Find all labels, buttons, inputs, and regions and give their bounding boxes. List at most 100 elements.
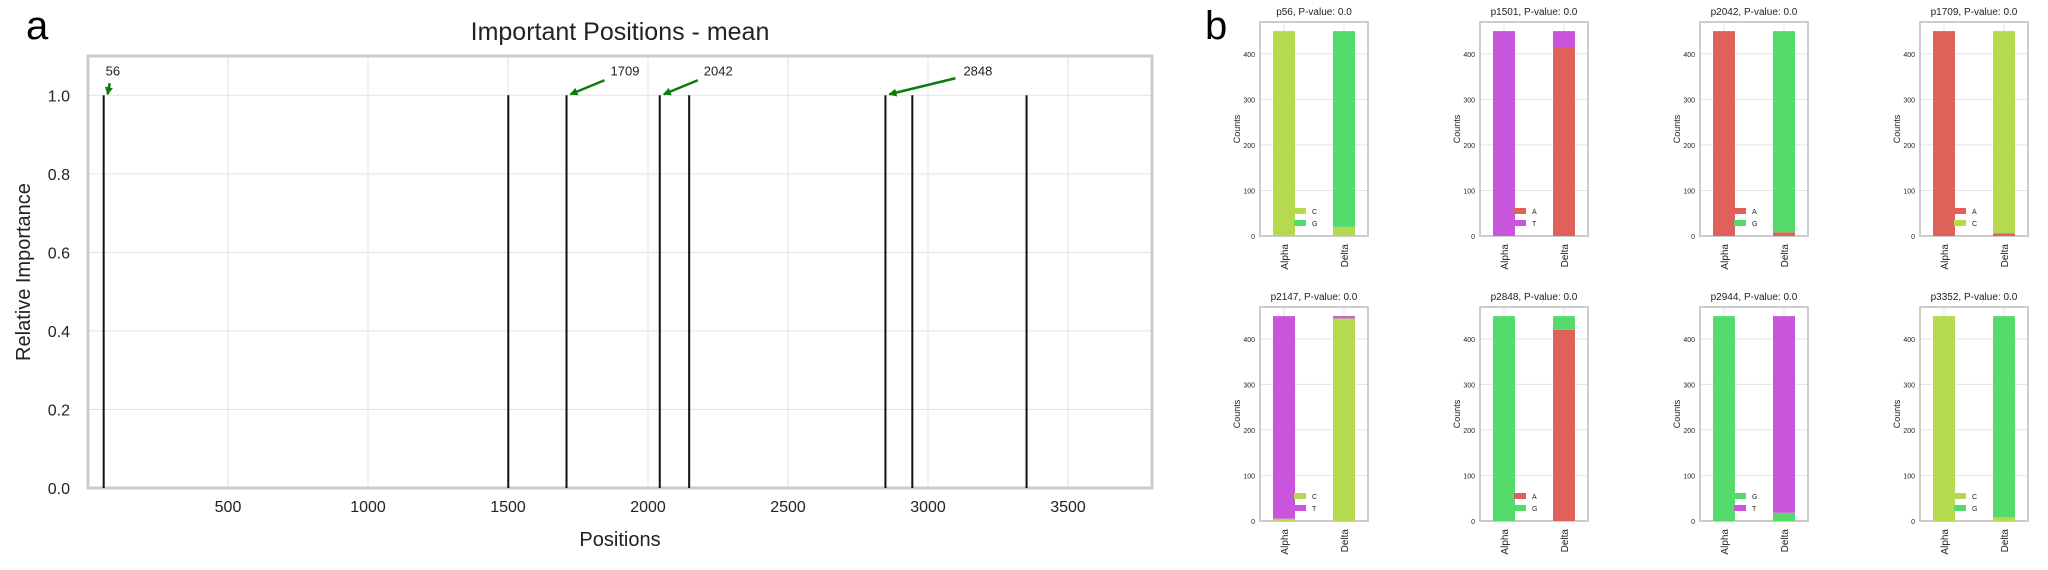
- annotation-arrow: [104, 83, 113, 96]
- subplot-p2042: p2042, P-value: 0.0 0 100 200 300 400 Alpha Del…: [1672, 7, 1809, 270]
- bar-segment-T: [1273, 316, 1295, 519]
- legend-label: A: [1972, 209, 1977, 216]
- legend-swatch: [1294, 220, 1306, 226]
- x-tick-label: Alpha: [1940, 529, 1951, 555]
- x-tick-label: Delta: [1340, 244, 1351, 268]
- legend-label: A: [1752, 209, 1757, 216]
- x-tick-label: Alpha: [1720, 529, 1731, 555]
- bar-segment-A: [1993, 233, 2015, 236]
- x-tick-label: 500: [215, 499, 242, 516]
- y-axis-label: Counts: [1232, 399, 1242, 428]
- annotation-arrow: [888, 77, 956, 97]
- bar-segment-A: [1773, 232, 1795, 236]
- legend-swatch: [1294, 208, 1306, 214]
- y-axis-label: Counts: [1672, 399, 1682, 428]
- subplot-p1501: p1501, P-value: 0.0 0 100 200 300 400 Alpha Del…: [1452, 7, 1589, 270]
- subplot-title: p2147, P-value: 0.0: [1271, 292, 1358, 303]
- plot-frame: [1919, 306, 2029, 522]
- bar-segment-C: [1333, 318, 1355, 521]
- y-axis-label: Counts: [1672, 114, 1682, 143]
- bar-segment-C: [1993, 517, 2015, 521]
- y-tick-label: 400: [1243, 337, 1255, 344]
- x-tick-label: Delta: [1780, 244, 1791, 268]
- y-tick-label: 400: [1243, 52, 1255, 59]
- annotation-label: 1709: [611, 63, 640, 78]
- bar-segment-A: [1933, 31, 1955, 236]
- x-tick-label: Alpha: [1940, 244, 1951, 270]
- y-axis-label: Counts: [1452, 114, 1462, 143]
- plot-area: [88, 56, 1152, 488]
- subplot-p3352: p3352, P-value: 0.0 0 100 200 300 400 Alpha Del…: [1892, 292, 2029, 555]
- y-tick-label: 0: [1251, 519, 1255, 526]
- legend-label: G: [1752, 494, 1757, 501]
- bar-segment-C: [1993, 31, 2015, 234]
- y-tick-label: 300: [1463, 97, 1475, 104]
- x-tick-label: Delta: [1560, 244, 1571, 268]
- y-axis-label: Counts: [1892, 114, 1902, 143]
- legend-label: T: [1752, 506, 1757, 513]
- bar-segment-G: [1773, 31, 1795, 233]
- y-tick-label: 0: [1251, 234, 1255, 241]
- subplot-title: p1709, P-value: 0.0: [1931, 7, 2018, 18]
- panel-label-a: a: [26, 4, 49, 48]
- plot-frame: [1699, 306, 1809, 522]
- y-tick-label: 1.0: [48, 88, 70, 105]
- legend-label: T: [1532, 221, 1537, 228]
- y-tick-label: 0: [1691, 234, 1695, 241]
- plot-frame: [1479, 21, 1589, 237]
- legend-label: G: [1972, 506, 1977, 513]
- bar-segment-T: [1553, 31, 1575, 48]
- x-tick-label: 1500: [490, 499, 526, 516]
- y-tick-label: 200: [1463, 143, 1475, 150]
- y-tick-label: 0.4: [48, 324, 70, 341]
- legend-label: T: [1312, 506, 1317, 513]
- y-tick-label: 100: [1903, 188, 1915, 195]
- legend-label: A: [1532, 494, 1537, 501]
- x-tick-label: Alpha: [1500, 529, 1511, 555]
- y-axis-label: Counts: [1892, 399, 1902, 428]
- chart-title: Important Positions - mean: [471, 18, 770, 46]
- y-tick-label: 0.6: [48, 245, 70, 262]
- y-tick-label: 0.0: [48, 481, 70, 498]
- x-tick-label: 2500: [770, 499, 806, 516]
- x-tick-label: Delta: [2000, 244, 2011, 268]
- bar-segment-T: [1333, 316, 1355, 319]
- annotation-label: 2848: [963, 63, 992, 78]
- bar-segment-A: [1553, 329, 1575, 521]
- y-tick-label: 300: [1683, 97, 1695, 104]
- legend-swatch: [1734, 208, 1746, 214]
- panel-label-b: b: [1205, 4, 1228, 48]
- annotation-label: 2042: [704, 63, 733, 78]
- y-tick-label: 200: [1243, 428, 1255, 435]
- plot-frame: [86, 54, 1154, 490]
- y-tick-label: 200: [1463, 428, 1475, 435]
- x-tick-label: Alpha: [1280, 529, 1291, 555]
- legend-label: G: [1752, 221, 1757, 228]
- x-tick-label: Delta: [1340, 529, 1351, 553]
- subplot-title: p2042, P-value: 0.0: [1711, 7, 1798, 18]
- y-tick-label: 0: [1471, 234, 1475, 241]
- y-tick-label: 100: [1683, 473, 1695, 480]
- y-tick-label: 0: [1691, 519, 1695, 526]
- x-tick-label: Alpha: [1720, 244, 1731, 270]
- x-tick-label: Delta: [2000, 529, 2011, 553]
- y-tick-label: 100: [1243, 473, 1255, 480]
- x-tick-label: 3500: [1050, 499, 1086, 516]
- bar-segment-C: [1273, 31, 1295, 236]
- legend-swatch: [1514, 493, 1526, 499]
- plot-frame: [1259, 21, 1369, 237]
- x-tick-label: 3000: [910, 499, 946, 516]
- y-tick-label: 300: [1903, 382, 1915, 389]
- subplot-title: p3352, P-value: 0.0: [1931, 292, 2018, 303]
- legend-swatch: [1514, 208, 1526, 214]
- bar-segment-G: [1713, 316, 1735, 521]
- subplot-title: p2944, P-value: 0.0: [1711, 292, 1798, 303]
- bar-segment-G: [1553, 316, 1575, 330]
- y-tick-label: 200: [1683, 143, 1695, 150]
- x-tick-label: Alpha: [1500, 244, 1511, 270]
- bar-segment-T: [1493, 31, 1515, 236]
- y-tick-label: 400: [1463, 52, 1475, 59]
- y-tick-label: 300: [1463, 382, 1475, 389]
- plot-frame: [1919, 21, 2029, 237]
- bar-segment-G: [1493, 316, 1515, 521]
